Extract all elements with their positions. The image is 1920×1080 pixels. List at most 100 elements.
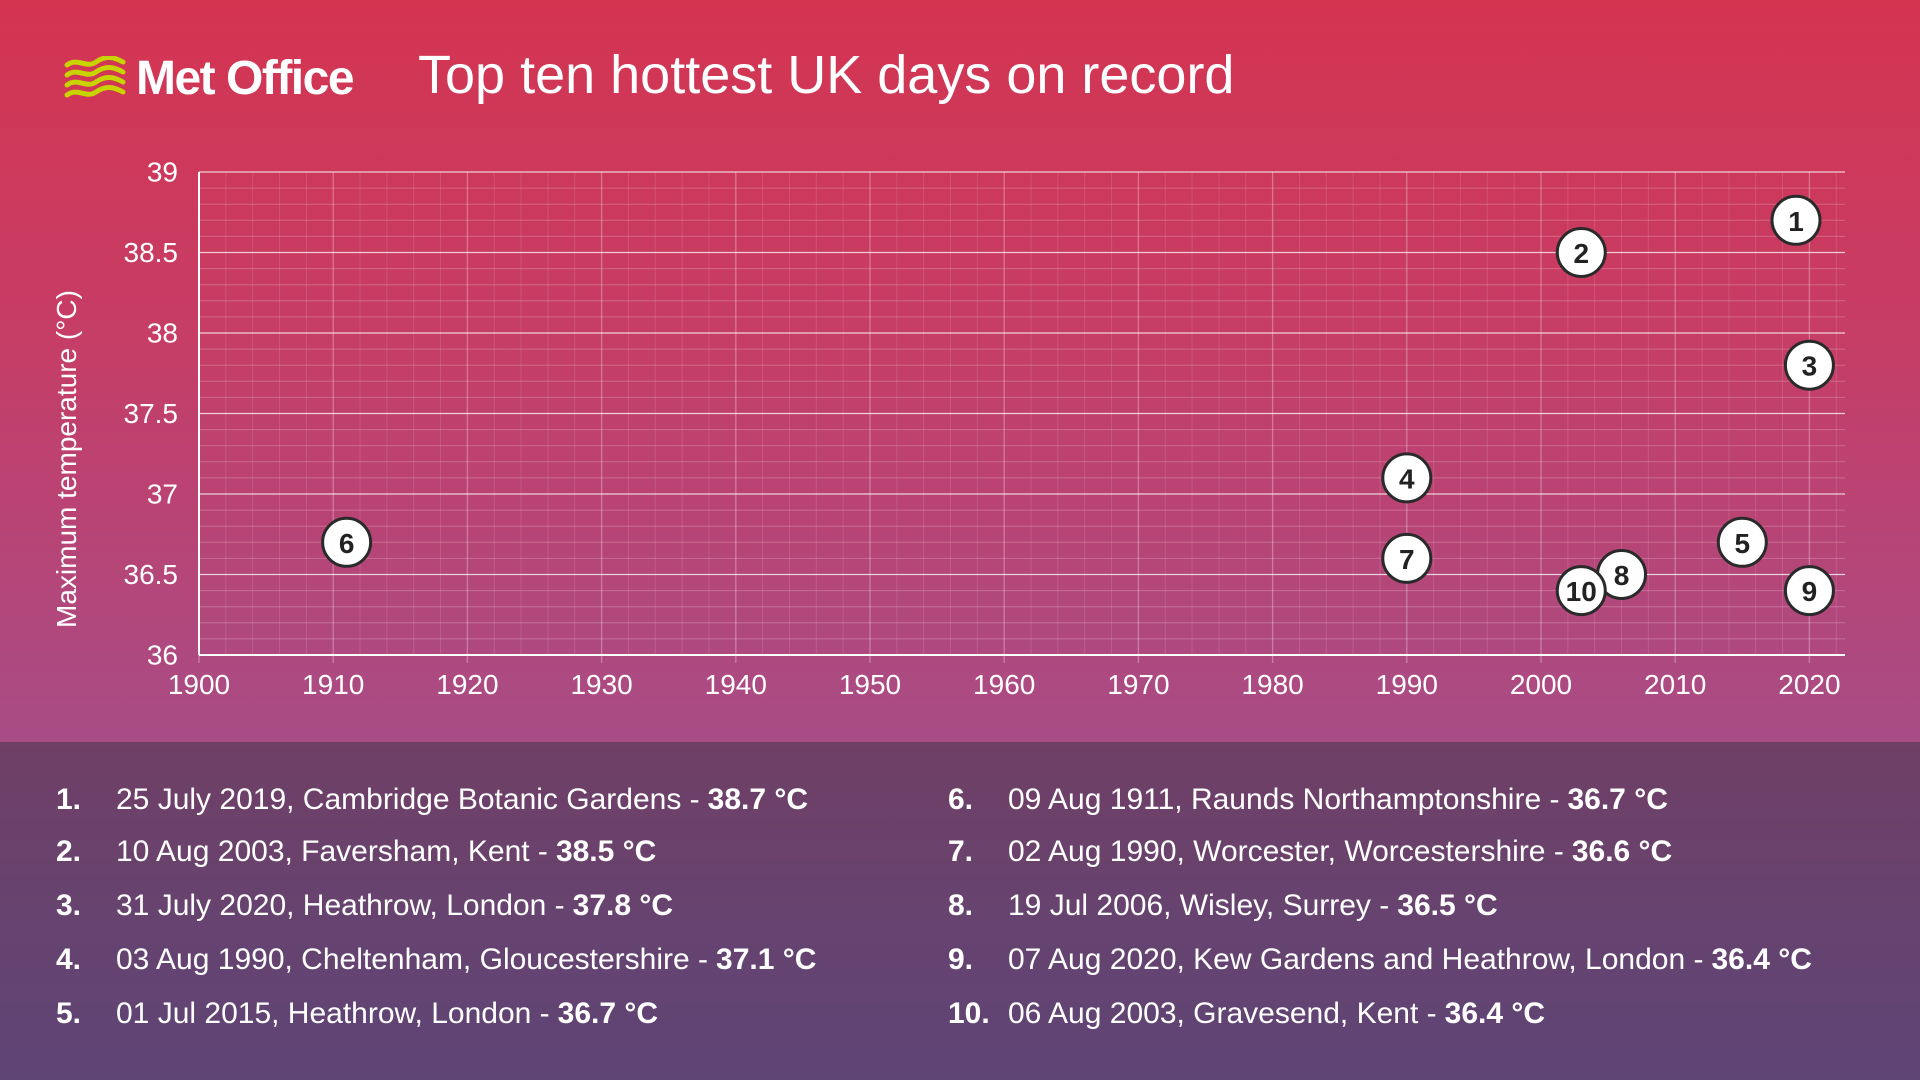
legend-item-number: 6. <box>948 783 974 816</box>
legend-item-text: 07 Aug 2020, Kew Gardens and Heathrow, L… <box>1008 943 1704 976</box>
marker-label: 4 <box>1399 463 1415 494</box>
marker-label: 10 <box>1566 576 1597 607</box>
x-tick-label: 1910 <box>302 669 364 700</box>
legend-item-text: 06 Aug 2003, Gravesend, Kent - <box>1008 997 1437 1030</box>
legend-item-temperature: 38.5 °C <box>555 835 657 868</box>
brand-name: Met Office <box>136 51 355 105</box>
x-tick-label: 2020 <box>1778 669 1840 700</box>
legend-item-temperature: 36.7 °C <box>557 997 659 1030</box>
page-title: Top ten hottest UK days on record <box>418 45 1235 105</box>
met-office-logo: Met Office <box>64 48 355 108</box>
legend-item: 5. 01 Jul 2015, Heathrow, London -36.7 °C <box>56 997 658 1031</box>
y-tick-label: 39 <box>147 157 178 188</box>
x-tick-label: 1920 <box>436 669 498 700</box>
y-tick-label: 37 <box>147 479 178 510</box>
data-point-2: 2 <box>1555 227 1607 278</box>
marker-label: 5 <box>1735 528 1751 559</box>
legend-item-temperature: 37.1 °C <box>716 943 817 976</box>
data-point-9: 9 <box>1783 565 1835 617</box>
data-point-3: 3 <box>1783 339 1835 391</box>
legend-item-temperature: 36.4 °C <box>1444 997 1546 1030</box>
marker-label: 1 <box>1788 206 1804 237</box>
x-tick-label: 2010 <box>1644 669 1706 700</box>
marker-label: 9 <box>1802 576 1818 607</box>
x-tick-label: 1930 <box>570 669 632 700</box>
legend-item-text: 19 Jul 2006, Wisley, Surrey - <box>1008 889 1390 922</box>
legend-item-number: 4. <box>56 943 82 976</box>
marker-circle <box>1381 452 1433 504</box>
legend-item-number: 8. <box>948 889 974 922</box>
chart-panel-background <box>0 0 1920 742</box>
y-tick-labels: 36 36.5 37 37.5 38 38.5 39 <box>124 157 179 671</box>
legend-item-temperature: 36.4 °C <box>1711 943 1812 976</box>
x-tick-label: 1980 <box>1241 669 1303 700</box>
data-point-7: 7 <box>1381 532 1433 584</box>
legend-item-number: 3. <box>56 889 82 922</box>
legend-item: 3. 31 July 2020, Heathrow, London -37.8 °… <box>56 889 673 923</box>
marker-circle <box>321 516 373 568</box>
legend-panel-background <box>0 742 1920 1080</box>
data-markers: 1 2 3 4 5 6 7 8 9 10 <box>321 194 1835 617</box>
x-tick-label: 1950 <box>839 669 901 700</box>
marker-circle <box>1716 516 1768 568</box>
marker-circle <box>1770 194 1822 246</box>
axes <box>198 172 1845 656</box>
data-point-1: 1 <box>1770 194 1822 246</box>
y-axis-title: Maximum temperature (°C) <box>51 290 82 628</box>
y-tick-label: 36 <box>147 640 178 671</box>
marker-label: 6 <box>339 528 355 559</box>
legend-item-text: 02 Aug 1990, Worcester, Worcestershire - <box>1008 835 1564 868</box>
legend-item: 7. 02 Aug 1990, Worcester, Worcestershire… <box>948 835 1672 869</box>
legend-list: 1. 25 July 2019, Cambridge Botanic Garden… <box>0 742 1920 1080</box>
legend-item-temperature: 36.7 °C <box>1567 783 1668 816</box>
x-tick-labels: 1900 1910 1920 1930 1940 1950 1960 1970 1980 1990… <box>168 669 1841 700</box>
legend-item: 10. 06 Aug 2003, Gravesend, Kent -36.4 °C <box>948 997 1545 1031</box>
y-tick-label: 36.5 <box>124 559 179 590</box>
data-point-6: 6 <box>321 516 373 568</box>
legend-item-text: 10 Aug 2003, Faversham, Kent - <box>116 835 548 868</box>
marker-circle <box>1555 565 1607 617</box>
y-tick-label: 38.5 <box>124 237 179 268</box>
legend-item-number: 7. <box>948 835 974 868</box>
legend-item: 1. 25 July 2019, Cambridge Botanic Garden… <box>56 783 808 817</box>
legend-item-text: 01 Jul 2015, Heathrow, London - <box>116 997 550 1030</box>
marker-label: 3 <box>1802 351 1818 382</box>
marker-label: 8 <box>1614 560 1630 591</box>
marker-circle <box>1381 532 1433 584</box>
legend-item-text: 09 Aug 1911, Raunds Northamptonshire - <box>1008 783 1560 816</box>
legend-item-text: 25 July 2019, Cambridge Botanic Gardens … <box>116 783 700 816</box>
x-tick-label: 1990 <box>1376 669 1438 700</box>
legend-item-number: 9. <box>948 943 974 976</box>
marker-circle <box>1783 339 1835 391</box>
y-tick-label: 37.5 <box>124 398 179 429</box>
legend-item: 6. 09 Aug 1911, Raunds Northamptonshire -… <box>948 783 1668 817</box>
legend-item-temperature: 38.7 °C <box>707 783 809 816</box>
legend-item-number: 5. <box>56 997 82 1030</box>
legend-item: 4. 03 Aug 1990, Cheltenham, Gloucestershi… <box>56 943 816 977</box>
legend-item-temperature: 37.8 °C <box>572 889 674 922</box>
legend-item: 8. 19 Jul 2006, Wisley, Surrey -36.5 °C <box>948 889 1498 923</box>
x-tick-label: 1970 <box>1107 669 1169 700</box>
data-point-10: 10 <box>1555 565 1607 617</box>
x-tick-label: 2000 <box>1510 669 1572 700</box>
legend-item-number: 2. <box>56 835 82 868</box>
legend-item-temperature: 36.6 °C <box>1571 835 1673 868</box>
legend-item: 2. 10 Aug 2003, Faversham, Kent -38.5 °C <box>56 835 656 869</box>
met-office-wave-icon <box>64 56 126 98</box>
legend-item-number: 1. <box>56 783 82 816</box>
data-point-5: 5 <box>1716 516 1768 568</box>
marker-label: 2 <box>1573 238 1589 269</box>
x-tick-label: 1940 <box>705 669 767 700</box>
x-tick-label: 1960 <box>973 669 1035 700</box>
x-tick-label: 1900 <box>168 669 230 700</box>
marker-circle <box>1555 227 1607 278</box>
legend-item-temperature: 36.5 °C <box>1397 889 1498 922</box>
legend-item-number: 10. <box>948 997 990 1030</box>
marker-circle <box>1783 565 1835 617</box>
data-point-4: 4 <box>1381 452 1433 504</box>
y-tick-label: 38 <box>147 318 178 349</box>
marker-label: 7 <box>1399 544 1415 575</box>
legend-item: 9. 07 Aug 2020, Kew Gardens and Heathrow,… <box>948 943 1812 977</box>
legend-item-text: 31 July 2020, Heathrow, London - <box>116 889 565 922</box>
